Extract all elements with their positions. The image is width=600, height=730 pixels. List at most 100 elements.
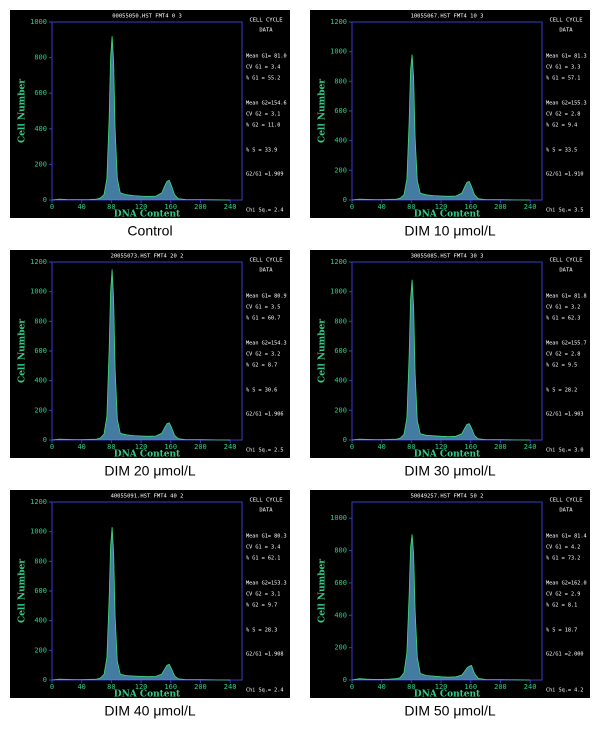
panel-title: 40055091.HST FMT4 40 2 <box>111 494 184 500</box>
stats-line: % G1 = 73.2 <box>546 556 580 562</box>
stats-line: CV G2 = 3.1 <box>246 112 280 118</box>
stats-header: CELL CYCLE <box>549 258 582 264</box>
x-tick-label: 160 <box>164 203 177 211</box>
x-tick-label: 120 <box>135 443 148 451</box>
stats-line: CV G2 = 2.8 <box>546 112 580 118</box>
stats-line: % G2 = 9.7 <box>246 603 277 609</box>
caption: DIM 20 μmol/L <box>104 463 196 479</box>
y-tick-label: 0 <box>343 196 347 204</box>
stats-line: CV G1 = 3.4 <box>246 65 280 71</box>
stats-line: G2/G1 =1.906 <box>246 412 283 418</box>
x-tick-label: 120 <box>435 443 448 451</box>
y-tick-label: 800 <box>334 547 347 555</box>
y-tick-label: 400 <box>334 377 347 385</box>
panel: 10055067.HST FMT4 10 3020040060080010001… <box>310 10 590 220</box>
line <box>351 534 531 681</box>
x-tick-label: 40 <box>377 683 385 691</box>
x-tick-label: 160 <box>464 683 477 691</box>
line <box>351 279 531 441</box>
panel-title: 30055085.HST FMT4 30 3 <box>411 254 484 260</box>
y-tick-label: 1200 <box>330 258 347 266</box>
x-tick-label: 0 <box>50 443 54 451</box>
y-axis-label: Cell Number <box>318 319 328 383</box>
stats-line: Mean G1= 80.9 <box>246 294 287 300</box>
x-tick-label: 40 <box>77 203 85 211</box>
y-axis-label: Cell Number <box>318 559 328 623</box>
x-tick-label: 240 <box>524 203 537 211</box>
y-tick-label: 600 <box>334 107 347 115</box>
stats-line: % G2 = 8.1 <box>546 603 577 609</box>
y-tick-label: 1200 <box>30 498 47 506</box>
stats-line: % G2 = 9.5 <box>546 363 577 369</box>
y-tick-label: 0 <box>43 436 47 444</box>
x-tick-label: 80 <box>107 443 115 451</box>
stats-line: Mean G1= 80.3 <box>246 534 287 540</box>
x-tick-label: 240 <box>524 443 537 451</box>
stats-header: DATA <box>559 508 573 514</box>
y-axis-label: Cell Number <box>18 319 28 383</box>
stats-line: % S = 33.9 <box>246 148 277 154</box>
stats-line: % S = 18.7 <box>546 628 577 634</box>
stats-header: CELL CYCLE <box>549 498 582 504</box>
x-axis-label: DNA Content <box>114 450 181 460</box>
y-tick-label: 1000 <box>30 288 47 296</box>
y-tick-label: 0 <box>343 436 347 444</box>
x-tick-label: 160 <box>464 203 477 211</box>
x-tick-label: 80 <box>107 683 115 691</box>
caption: DIM 40 μmol/L <box>104 703 196 719</box>
stats-line: % G2 = 8.7 <box>246 363 277 369</box>
x-tick-label: 120 <box>435 683 448 691</box>
x-tick-label: 240 <box>524 683 537 691</box>
y-tick-label: 0 <box>343 676 347 684</box>
stats-line: % S = 28.3 <box>246 628 277 634</box>
stats-line: Chi Sq.= 3.5 <box>546 208 583 214</box>
x-tick-label: 160 <box>464 443 477 451</box>
line <box>351 54 531 201</box>
stats-line: G2/G1 =1.908 <box>246 652 283 658</box>
stats-header: DATA <box>559 268 573 274</box>
y-tick-label: 400 <box>34 617 47 625</box>
x-tick-label: 120 <box>435 203 448 211</box>
x-axis-label: DNA Content <box>114 210 181 220</box>
x-tick-label: 240 <box>224 443 237 451</box>
stats-line: Mean G2=162.0 <box>546 581 587 587</box>
y-tick-label: 800 <box>334 317 347 325</box>
panel-title: 50049257.HST FMT4 50 2 <box>411 494 484 500</box>
x-axis-label: DNA Content <box>414 450 481 460</box>
y-tick-label: 800 <box>34 317 47 325</box>
stats-line: G2/G1 =2.000 <box>546 652 583 658</box>
y-tick-label: 200 <box>334 166 347 174</box>
panel: 00055050.HST FMT4 0 3 0 200 400 600 800 1000 0 4… <box>10 10 290 220</box>
stats-line: % G1 = 55.2 <box>246 76 280 82</box>
stats-line: % G1 = 60.7 <box>246 316 280 322</box>
panel-background <box>10 250 290 458</box>
stats-header: DATA <box>259 508 273 514</box>
line <box>51 527 231 681</box>
x-tick-label: 0 <box>50 203 54 211</box>
stats-line: % G2 = 11.0 <box>246 123 280 129</box>
stats-line: % G1 = 62.3 <box>546 316 580 322</box>
panel: 50049257.HST FMT4 50 2 0 200 400 600 800 1000 0… <box>310 490 590 700</box>
panel-background <box>10 10 290 218</box>
y-tick-label: 1200 <box>30 258 47 266</box>
x-tick-label: 240 <box>224 683 237 691</box>
panel: 20055073.HST FMT4 20 2020040060080010001… <box>10 250 290 460</box>
x-tick-label: 200 <box>194 203 207 211</box>
stats-header: CELL CYCLE <box>549 18 582 24</box>
y-tick-label: 800 <box>34 557 47 565</box>
panel: 40055091.HST FMT4 40 2020040060080010001… <box>10 490 290 700</box>
stats-line: Mean G2=153.3 <box>246 581 287 587</box>
y-tick-label: 400 <box>334 611 347 619</box>
y-tick-label: 0 <box>43 676 47 684</box>
stats-header: DATA <box>559 28 573 34</box>
stats-line: % G1 = 62.1 <box>246 556 280 562</box>
stats-header: CELL CYCLE <box>249 258 282 264</box>
stats-line: Mean G1= 81.8 <box>546 294 587 300</box>
y-tick-label: 1000 <box>330 288 347 296</box>
x-tick-label: 200 <box>194 443 207 451</box>
y-tick-label: 400 <box>34 125 47 133</box>
y-tick-label: 400 <box>34 377 47 385</box>
y-tick-label: 600 <box>334 347 347 355</box>
y-tick-label: 400 <box>334 137 347 145</box>
